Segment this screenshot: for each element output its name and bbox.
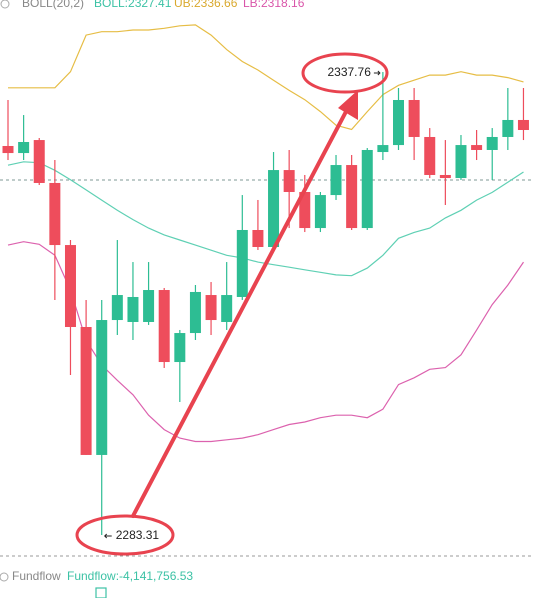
candle-body	[189, 291, 201, 334]
indicator-value: LB:2318.16	[243, 0, 305, 10]
price-annotation: 2337.76	[327, 65, 371, 79]
trend-arrow	[131, 102, 352, 518]
candle-body	[439, 174, 451, 179]
candle-body	[361, 149, 373, 229]
subchart-label: Fundflow	[12, 569, 61, 583]
candle-body	[346, 165, 358, 229]
candle-body	[408, 99, 420, 137]
candle-body	[314, 195, 326, 229]
band-line	[7, 241, 524, 443]
price-annotation: 2283.31	[116, 528, 160, 542]
indicator-icon	[0, 0, 10, 9]
candle-body	[502, 119, 514, 137]
indicator-value: BOLL:2327.41	[94, 0, 172, 10]
candle-body	[33, 140, 45, 183]
candle-body	[80, 327, 92, 455]
candle-body	[330, 165, 342, 196]
candle-body	[127, 296, 139, 322]
candle-body	[49, 182, 61, 246]
subchart-value: Fundflow:-4,141,756.53	[67, 569, 193, 583]
candle-body	[174, 333, 186, 363]
candle-body	[158, 290, 170, 363]
band-line	[8, 24, 524, 131]
candle-body	[393, 99, 404, 146]
candle-body	[64, 245, 76, 327]
candle-body	[455, 145, 467, 179]
candle-body	[471, 145, 483, 150]
candle-body	[252, 229, 264, 247]
highlight-ellipse	[75, 514, 175, 556]
candle-body	[486, 136, 498, 150]
candle-body	[205, 295, 217, 321]
candle-body	[517, 119, 529, 131]
candle-body	[377, 145, 389, 153]
candle-body	[96, 320, 108, 455]
highlight-ellipse	[301, 52, 389, 94]
trend-arrowhead	[338, 90, 358, 120]
candle-body	[2, 145, 14, 154]
subchart-icon	[0, 572, 9, 582]
candle-body	[299, 191, 311, 229]
indicator-label: BOLL(20,2)	[22, 0, 84, 10]
candle-body	[424, 136, 436, 175]
candle-body	[18, 141, 30, 154]
candle-body	[236, 229, 248, 297]
annotation-arrow	[104, 533, 112, 539]
indicator-value: UB:2336.66	[174, 0, 238, 10]
candle-body	[283, 170, 295, 192]
candle-body	[268, 170, 280, 247]
candle-body	[221, 295, 233, 322]
candle-body	[143, 290, 155, 322]
candle-body	[111, 295, 123, 321]
subchart-bar	[95, 587, 107, 598]
annotation-arrow	[373, 70, 381, 76]
